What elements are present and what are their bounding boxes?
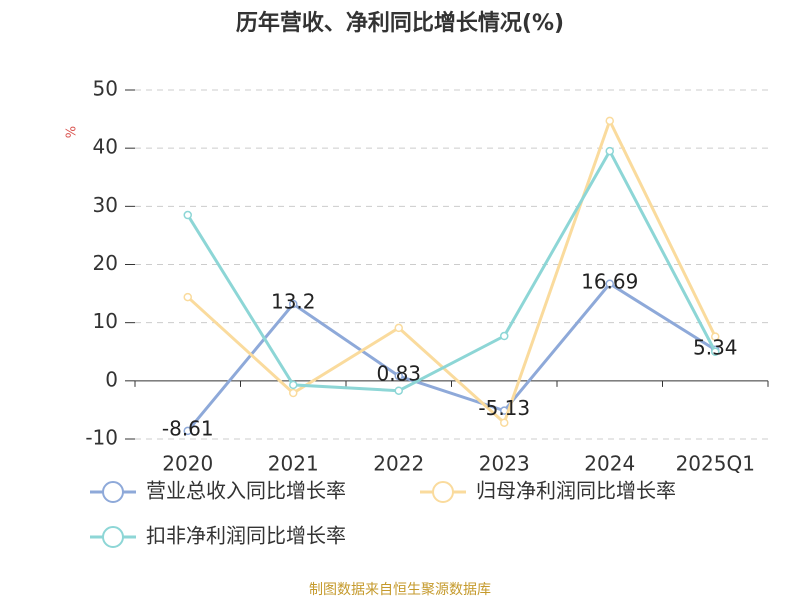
y-tick-label: 20 [93, 251, 118, 275]
data-point [605, 116, 614, 126]
legend-label: 归母净利润同比增长率 [476, 479, 676, 503]
data-point [289, 299, 298, 309]
data-point [394, 386, 403, 395]
data-point [289, 380, 298, 390]
source-note: 制图数据来自恒生聚源数据库 [309, 582, 491, 598]
y-tick-label: 0 [105, 367, 118, 391]
legend-label: 营业总收入同比增长率 [146, 479, 346, 503]
y-tick-label: 10 [93, 309, 118, 333]
data-label: -5.13 [478, 396, 530, 420]
y-axis-label: % [65, 126, 80, 138]
x-tick-label: 2023 [479, 452, 530, 476]
y-tick-label: -10 [85, 426, 118, 450]
data-point [183, 210, 192, 220]
data-point [605, 279, 614, 289]
legend-label: 扣非净利润同比增长率 [146, 524, 346, 548]
data-label: 5.34 [693, 335, 738, 359]
data-label: -8.61 [162, 416, 214, 440]
data-point [605, 146, 614, 156]
y-tick-label: 50 [93, 77, 118, 101]
x-tick-label: 2021 [268, 452, 319, 476]
legend-marker [102, 481, 124, 503]
data-point [183, 426, 192, 436]
data-point [289, 388, 298, 398]
data-point [183, 292, 192, 302]
x-tick-label: 2025Q1 [676, 452, 755, 476]
x-tick-label: 2020 [162, 452, 213, 476]
chart-title: 历年营收、净利同比增长情况(%) [236, 10, 564, 36]
data-point [394, 371, 403, 381]
y-tick-label: 30 [93, 193, 118, 217]
legend-marker [102, 526, 124, 548]
data-point [711, 332, 720, 341]
series-line [186, 281, 717, 432]
x-tick-label: 2024 [584, 452, 635, 476]
legend-marker [432, 481, 454, 503]
x-tick-label: 2022 [373, 452, 424, 476]
data-label: 16.69 [581, 269, 638, 293]
data-label: 0.83 [376, 362, 421, 386]
series-line [186, 116, 717, 426]
data-point [394, 323, 403, 333]
data-point [500, 418, 509, 427]
data-point [711, 347, 720, 356]
series-line [186, 147, 717, 393]
data-point [500, 331, 509, 341]
data-label: 13.2 [271, 290, 316, 314]
y-tick-label: 40 [93, 135, 118, 159]
